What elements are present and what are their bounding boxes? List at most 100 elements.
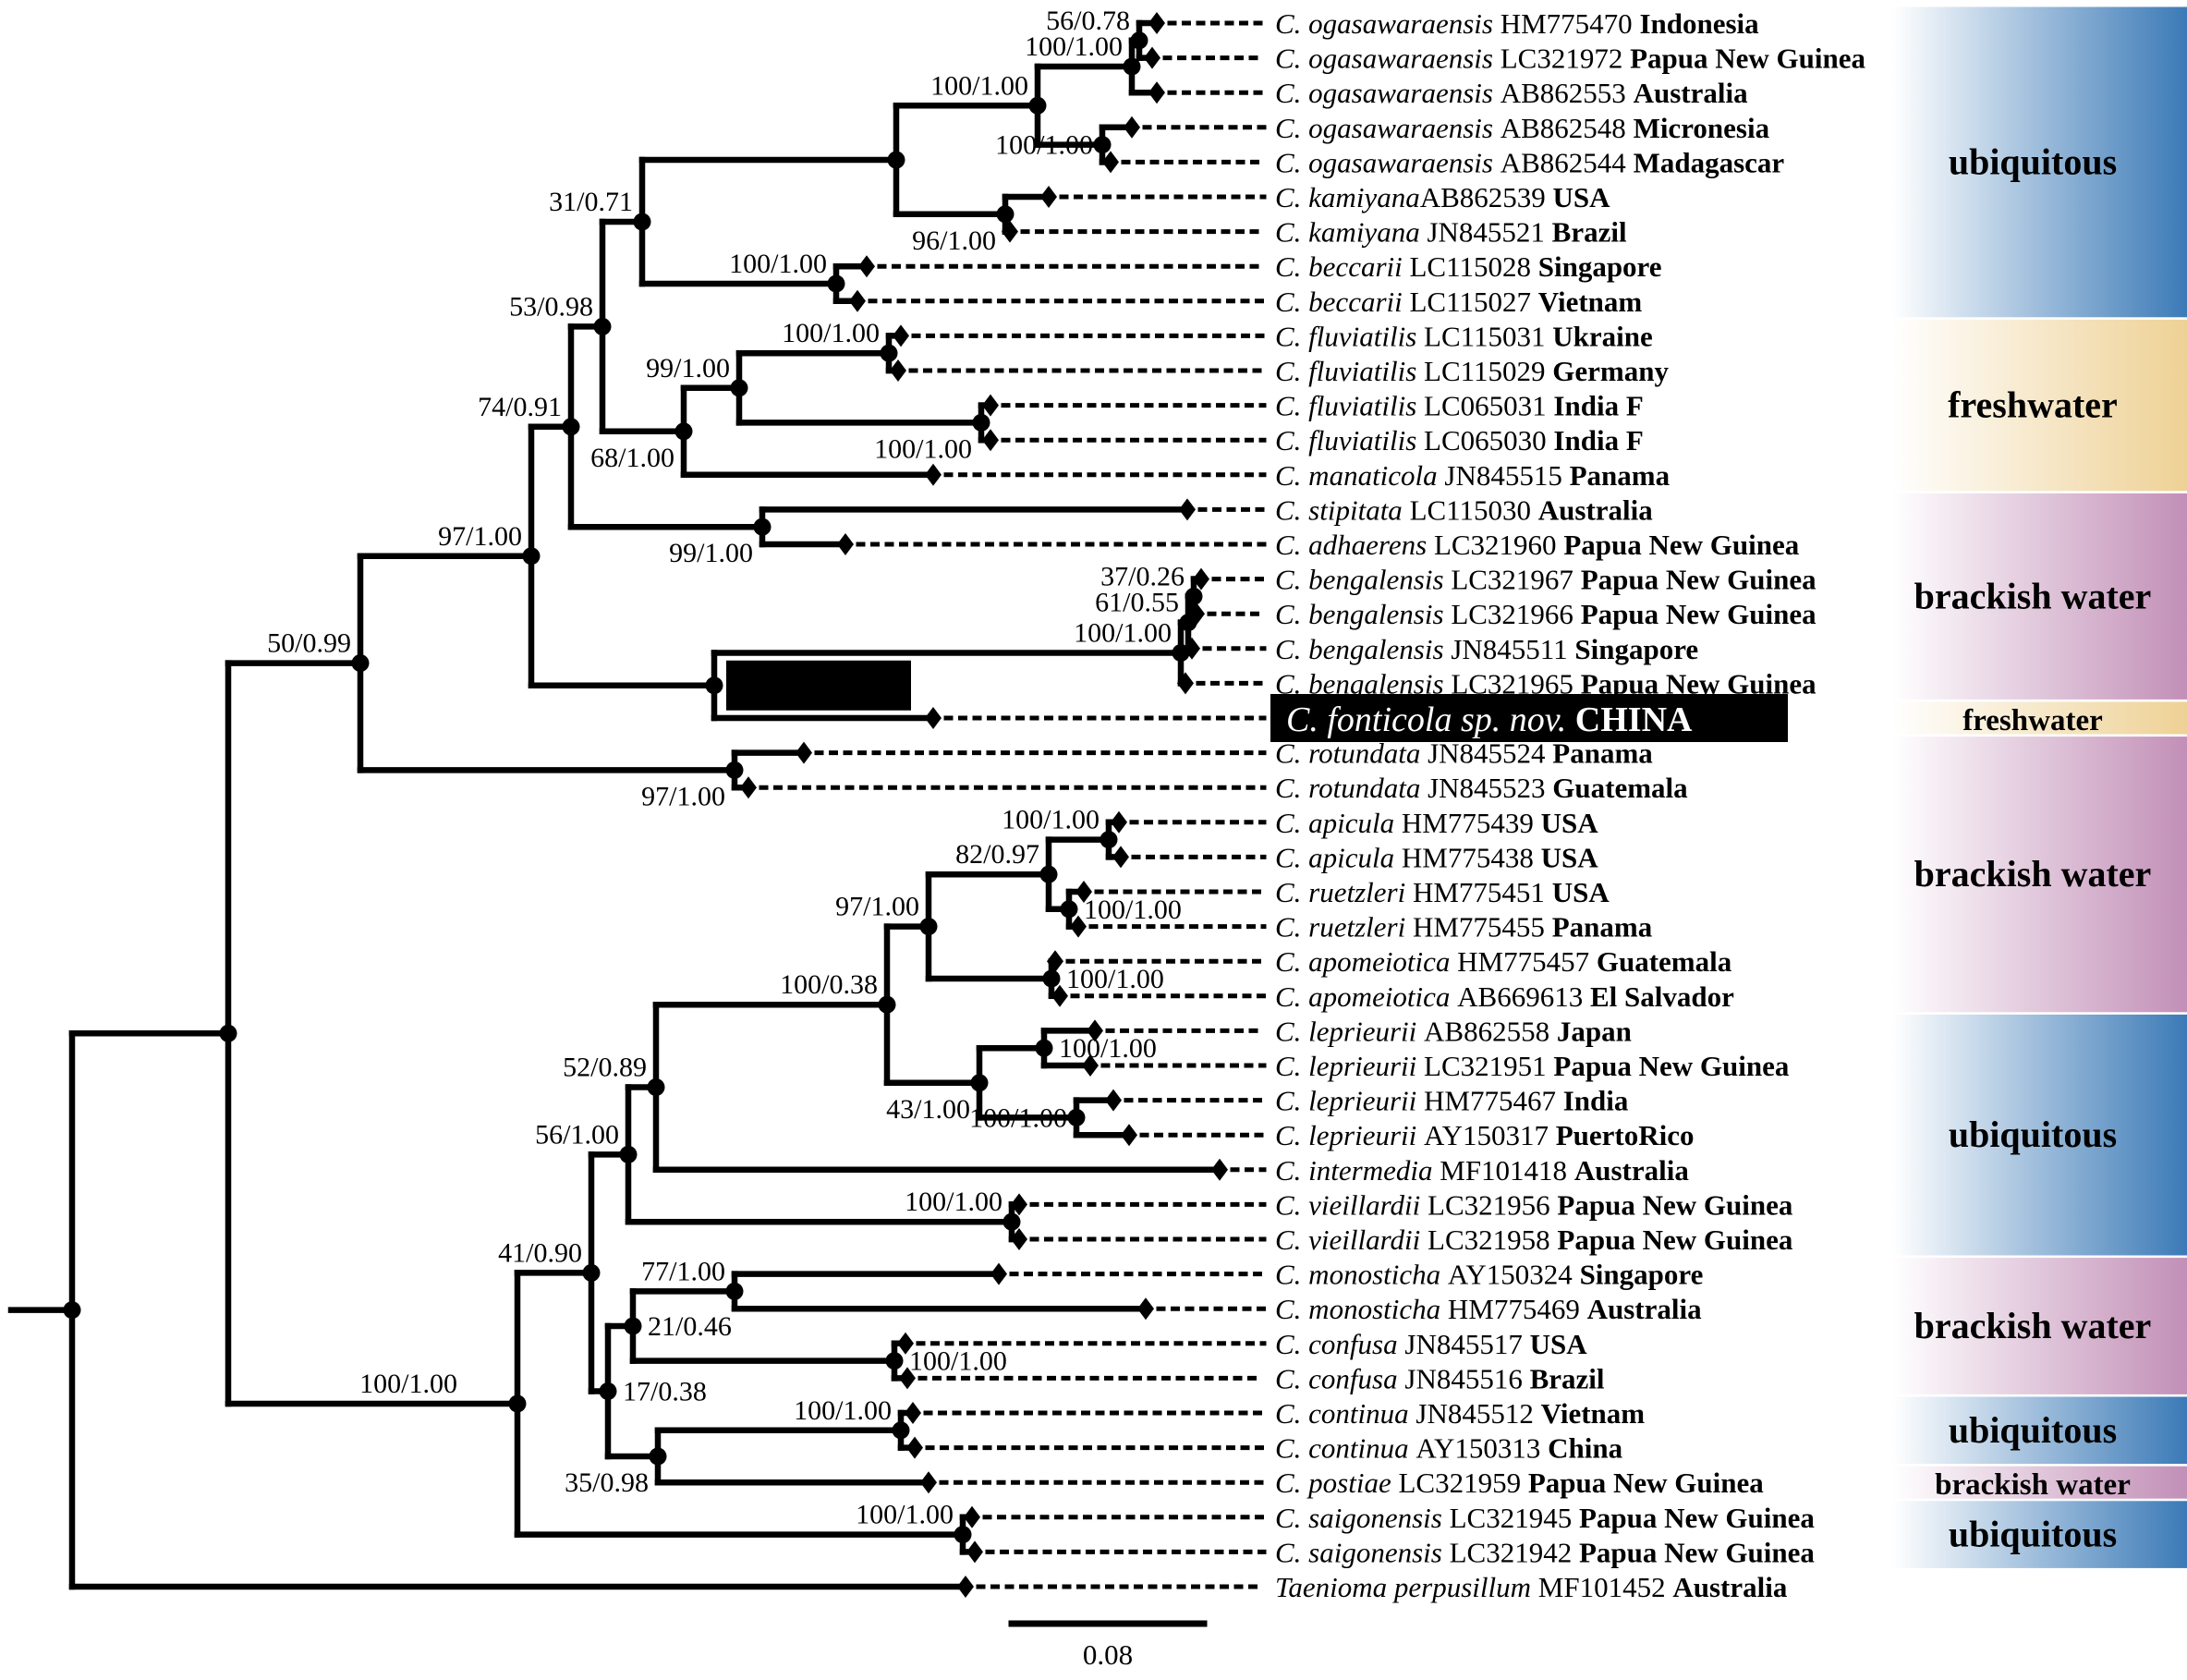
node-dot bbox=[887, 151, 905, 169]
support-label: 100/1.00 bbox=[969, 1102, 1067, 1133]
tip-diamond bbox=[1011, 1228, 1027, 1250]
support-label: 53/0.98 bbox=[509, 291, 593, 322]
habitat-bands-layer: ubiquitous freshwater brackish water freshw… bbox=[1892, 6, 2187, 1568]
support-label: 56/1.00 bbox=[535, 1119, 619, 1150]
leaf-label: C. apicula HM775439 USA bbox=[1275, 807, 1598, 839]
support-label: 97/1.00 bbox=[835, 892, 919, 922]
tip-diamond bbox=[897, 1332, 914, 1355]
tip-diamond bbox=[1040, 186, 1057, 208]
habitat-band-label: ubiquitous bbox=[1949, 1514, 2117, 1555]
leaf-label: C. vieillardii LC321958 Papua New Guinea bbox=[1275, 1223, 1793, 1256]
tip-diamond bbox=[982, 429, 999, 452]
support-label: 100/1.00 bbox=[905, 1187, 1002, 1217]
node-dot bbox=[633, 213, 651, 231]
support-label: 100/1.00 bbox=[909, 1346, 1007, 1377]
tip-diamond bbox=[1144, 46, 1160, 69]
habitat-band bbox=[1892, 737, 2187, 1013]
node-dot bbox=[647, 1078, 665, 1096]
node-dot bbox=[1130, 31, 1148, 50]
nodes-layer bbox=[63, 12, 1228, 1598]
tip-diamond bbox=[740, 776, 757, 799]
support-label: 100/1.00 bbox=[729, 249, 827, 279]
support-label: 82/0.97 bbox=[955, 839, 1039, 870]
node-dot bbox=[63, 1301, 81, 1320]
habitat-band-label: ubiquitous bbox=[1949, 1114, 2117, 1155]
support-label: 100/1.00 bbox=[794, 1395, 892, 1426]
leaf-label: C. vieillardii LC321956 Papua New Guinea bbox=[1275, 1188, 1793, 1221]
leaf-label: C. fluviatilis LC065031 India F bbox=[1275, 390, 1644, 422]
node-dot bbox=[1035, 1039, 1053, 1057]
leaf-label: C. ogasawaraensis AB862548 Micronesia bbox=[1275, 112, 1770, 144]
leaf-label: C. beccarii LC115028 Singapore bbox=[1275, 250, 1662, 283]
support-label: 97/1.00 bbox=[641, 781, 725, 811]
node-dot bbox=[970, 1074, 989, 1092]
support-label: 77/1.00 bbox=[641, 1256, 725, 1286]
habitat-band-label: freshwater bbox=[1948, 384, 2118, 426]
tip-diamond bbox=[1148, 12, 1165, 34]
support-label: 96/1.00 bbox=[912, 225, 996, 256]
habitat-band bbox=[1892, 319, 2187, 492]
node-dot bbox=[1185, 587, 1203, 605]
support-label: 99/1.00 bbox=[646, 353, 730, 383]
leaf-label: C. bengalensis JN845511 Singapore bbox=[1275, 633, 1698, 665]
tip-diamond bbox=[906, 1436, 923, 1459]
tip-diamond bbox=[1002, 220, 1018, 243]
tip-diamond bbox=[1070, 915, 1087, 938]
support-label: 100/1.00 bbox=[874, 433, 972, 464]
node-dot bbox=[892, 1421, 910, 1440]
tip-diamond bbox=[1124, 116, 1140, 139]
support-label: 21/0.46 bbox=[648, 1311, 732, 1342]
node-dot bbox=[880, 344, 898, 362]
leaf-label: C. continua JN845512 Vietnam bbox=[1275, 1397, 1645, 1430]
highlighted-taxon-box bbox=[1270, 694, 1788, 742]
dotted-leaders-layer bbox=[759, 20, 1267, 1589]
node-dot bbox=[919, 918, 938, 936]
leaf-label-highlighted: C. fonticola sp. nov. CHINA bbox=[1286, 700, 1693, 739]
support-label: 100/0.38 bbox=[780, 969, 878, 1000]
support-label: 100/1.00 bbox=[930, 70, 1028, 101]
leaf-label: C. bengalensis LC321967 Papua New Guinea bbox=[1275, 564, 1816, 596]
leaf-label: Taenioma perpusillum MF101452 Australia bbox=[1275, 1571, 1788, 1603]
node-dot bbox=[522, 547, 541, 566]
leaf-label: C. manaticola JN845515 Panama bbox=[1275, 459, 1671, 492]
tip-diamond bbox=[1111, 810, 1127, 834]
tip-diamond bbox=[890, 359, 906, 382]
node-dot bbox=[954, 1526, 972, 1544]
support-label: 100/1.00 bbox=[1066, 964, 1164, 994]
tip-diamond bbox=[1193, 567, 1209, 590]
support-label: 100/1.00 bbox=[1084, 895, 1182, 925]
habitat-band bbox=[1892, 1396, 2187, 1465]
support-label: 61/0.55 bbox=[1095, 588, 1179, 618]
leaf-label: C. ruetzleri HM775455 Panama bbox=[1275, 911, 1653, 943]
node-dot bbox=[649, 1447, 667, 1466]
node-dot bbox=[599, 1382, 617, 1400]
support-label: 74/0.91 bbox=[478, 392, 562, 422]
tip-diamond bbox=[858, 255, 875, 278]
leaf-label: C. postiae LC321959 Papua New Guinea bbox=[1275, 1467, 1764, 1499]
habitat-band-label: ubiquitous bbox=[1949, 1409, 2117, 1451]
support-label: 100/1.00 bbox=[995, 130, 1093, 161]
leaf-label: C. saigonensis LC321945 Papua New Guinea bbox=[1275, 1502, 1815, 1534]
node-dot bbox=[593, 317, 612, 335]
node-dot bbox=[1179, 614, 1197, 632]
node-dot bbox=[725, 1282, 744, 1300]
node-dot bbox=[972, 413, 990, 432]
leaf-label: C. ogasawaraensis LC321972 Papua New Gui… bbox=[1275, 43, 1866, 75]
node-dot bbox=[624, 1317, 642, 1335]
node-dot bbox=[827, 274, 845, 293]
leaf-label: C. continua AY150313 China bbox=[1275, 1432, 1623, 1465]
leaf-label: C. adhaerens LC321960 Papua New Guinea bbox=[1275, 529, 1800, 561]
support-label: 100/1.00 bbox=[1074, 618, 1172, 649]
habitat-band-label: brackish water bbox=[1914, 853, 2152, 895]
node-dot bbox=[508, 1394, 527, 1413]
habitat-band bbox=[1892, 1258, 2187, 1394]
tip-diamond bbox=[990, 1262, 1007, 1285]
leaf-label: C. stipitata LC115030 Australia bbox=[1275, 493, 1653, 526]
habitat-band bbox=[1892, 701, 2187, 735]
support-label: 52/0.89 bbox=[563, 1053, 647, 1083]
tip-diamond bbox=[1179, 498, 1196, 521]
node-dot bbox=[1042, 969, 1061, 988]
tip-diamond bbox=[1112, 846, 1129, 869]
leaf-label: C. monosticha AY150324 Singapore bbox=[1275, 1259, 1703, 1291]
